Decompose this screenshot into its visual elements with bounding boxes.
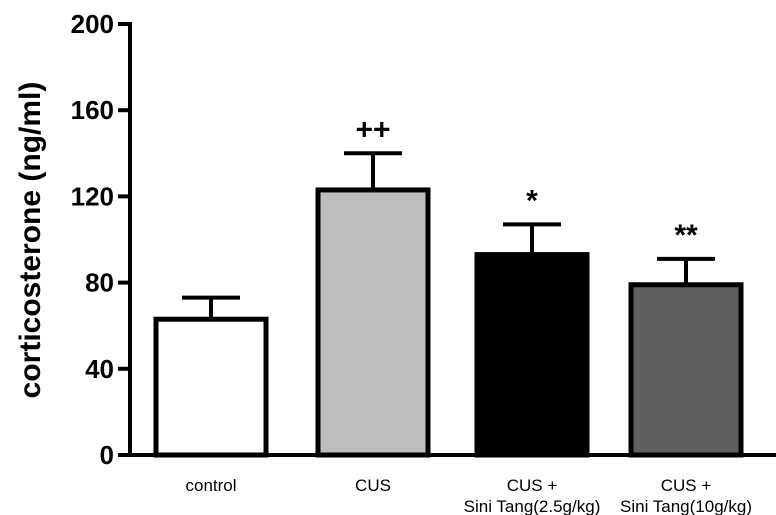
- significance-annotations: ++***: [355, 113, 698, 252]
- bar: [153, 316, 269, 458]
- bar: [315, 187, 431, 458]
- x-tick-label: CUS: [355, 476, 391, 495]
- x-tick-label: CUS +: [661, 476, 712, 495]
- significance-marker: **: [674, 219, 698, 252]
- x-axis: control CUS CUS + Sini Tang(2.5g/kg) CUS + Si…: [128, 453, 776, 515]
- x-tick-label: control: [185, 476, 236, 495]
- significance-marker: ++: [355, 113, 390, 146]
- x-tick-label: Sini Tang(2.5g/kg): [464, 497, 601, 515]
- y-tick-label: 200: [71, 9, 114, 39]
- y-axis: 0 40 80 120 160 200: [71, 9, 132, 470]
- error-bars: [182, 151, 715, 320]
- y-axis-label: corticosterone (ng/ml): [14, 82, 47, 399]
- y-tick-label: 80: [85, 268, 114, 298]
- bar: [474, 252, 590, 458]
- y-tick-label: 160: [71, 95, 114, 125]
- x-tick-label: Sini Tang(10g/kg): [620, 497, 752, 515]
- y-tick-label: 120: [71, 181, 114, 211]
- x-tick-label: CUS +: [507, 476, 558, 495]
- bars: [153, 187, 744, 458]
- y-tick-label: 40: [85, 354, 114, 384]
- significance-marker: *: [526, 184, 538, 217]
- bar: [628, 282, 744, 458]
- y-tick-label: 0: [100, 440, 114, 470]
